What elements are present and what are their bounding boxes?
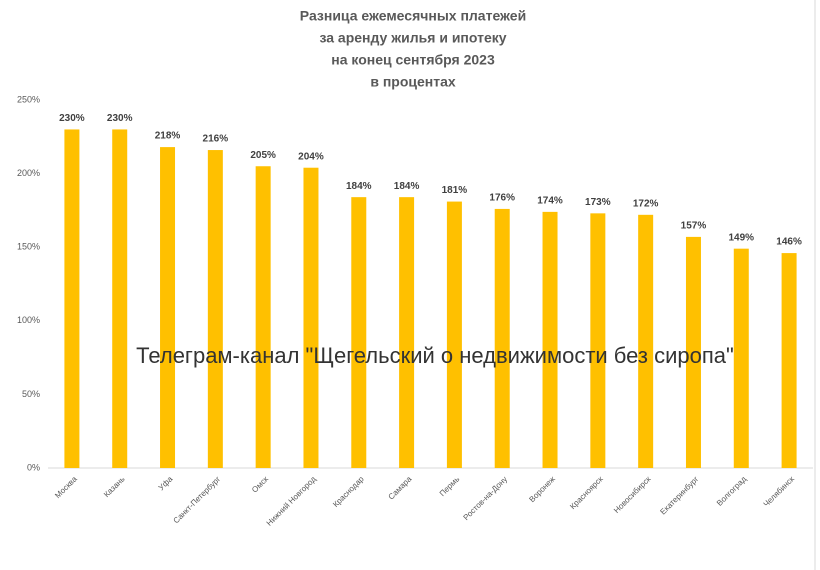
y-tick-label: 250%	[17, 94, 40, 104]
bar	[351, 197, 367, 469]
value-label: 218%	[155, 131, 181, 142]
bar	[542, 211, 558, 468]
value-label: 173%	[585, 197, 611, 208]
y-tick-label: 0%	[27, 462, 40, 472]
bar	[207, 150, 223, 468]
bar	[160, 147, 176, 468]
bar	[685, 236, 701, 468]
value-label: 176%	[489, 193, 515, 204]
value-label: 216%	[203, 134, 229, 145]
value-label: 174%	[537, 196, 563, 207]
chart-title: Разница ежемесячных платежей	[300, 8, 526, 24]
y-tick-label: 150%	[17, 242, 40, 252]
bar	[303, 167, 319, 468]
value-label: 205%	[250, 150, 276, 161]
bar	[112, 129, 128, 468]
value-label: 230%	[107, 113, 133, 124]
bar	[399, 197, 415, 469]
value-label: 184%	[346, 181, 372, 192]
value-label: 230%	[59, 113, 85, 124]
bar	[733, 248, 749, 468]
value-label: 146%	[776, 237, 802, 248]
bar	[494, 208, 510, 469]
value-label: 172%	[633, 198, 659, 209]
bar	[638, 214, 654, 468]
bar	[255, 166, 271, 469]
value-label: 149%	[728, 232, 754, 243]
chart-title: на конец сентября 2023	[331, 52, 495, 68]
bar	[446, 201, 462, 468]
y-tick-label: 200%	[17, 168, 40, 178]
value-label: 184%	[394, 181, 420, 192]
watermark: Телеграм-канал "Щегельский о недвижимост…	[136, 343, 734, 368]
chart-title: за аренду жилья и ипотеку	[319, 30, 506, 46]
y-tick-label: 100%	[17, 315, 40, 325]
bar	[781, 253, 797, 468]
value-label: 181%	[442, 185, 468, 196]
y-tick-label: 50%	[22, 389, 40, 399]
bar	[64, 129, 80, 468]
chart-title: в процентах	[370, 74, 456, 90]
value-label: 157%	[681, 221, 707, 232]
value-label: 204%	[298, 151, 324, 162]
bar	[590, 213, 606, 468]
